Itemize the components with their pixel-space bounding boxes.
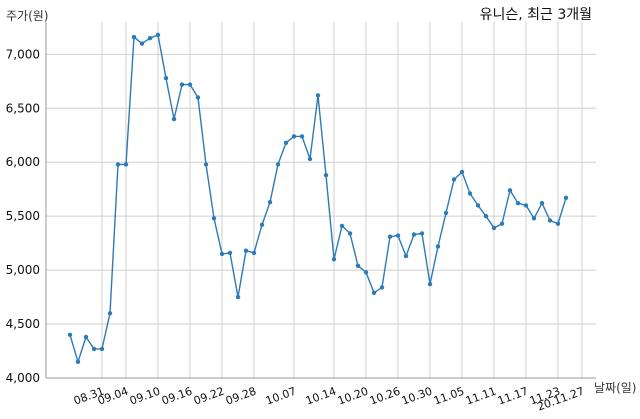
chart-title: 유니슨, 최근 3개월	[480, 7, 592, 23]
x-axis-label: 날짜(일)	[594, 381, 636, 395]
data-point	[91, 346, 97, 352]
data-point	[563, 195, 569, 200]
price-series	[67, 32, 569, 364]
x-tick-label: 09.10	[128, 385, 162, 408]
x-tick-label: 09.28	[224, 385, 258, 408]
data-point	[203, 162, 209, 167]
price-line	[69, 34, 567, 363]
data-point	[307, 156, 313, 162]
data-point	[251, 250, 257, 256]
data-point	[379, 285, 385, 290]
data-point	[435, 244, 441, 249]
data-point	[499, 221, 505, 226]
data-point	[163, 75, 169, 81]
data-point	[171, 116, 177, 122]
data-point	[507, 188, 513, 193]
data-point	[523, 203, 529, 208]
data-point	[131, 34, 137, 40]
data-point	[67, 332, 73, 337]
x-tick-label: 11.05	[432, 385, 466, 408]
y-axis-ticks: 4,000 4,500 5,000 5,500 6,000 6,500 7,000	[6, 47, 40, 385]
data-point	[195, 95, 201, 100]
y-tick-label: 6,500	[6, 101, 40, 115]
data-point	[315, 93, 321, 98]
data-point	[139, 41, 145, 46]
data-point	[547, 218, 553, 223]
x-tick-label: 10.26	[368, 385, 402, 408]
data-point	[83, 334, 89, 340]
data-point	[227, 250, 233, 256]
x-tick-label: 09.16	[160, 385, 194, 408]
data-point	[475, 203, 481, 208]
data-point	[291, 134, 297, 139]
data-point	[355, 263, 361, 268]
data-point	[339, 223, 345, 229]
data-point	[235, 294, 241, 300]
data-point	[331, 257, 337, 262]
data-point	[411, 232, 417, 237]
data-point	[539, 201, 545, 206]
data-point	[419, 231, 425, 236]
data-point	[299, 134, 305, 139]
y-tick-label: 5,500	[6, 209, 40, 223]
data-point	[483, 214, 489, 219]
data-point	[403, 253, 409, 259]
data-point	[371, 290, 377, 295]
data-point	[243, 248, 249, 253]
data-point	[219, 251, 225, 257]
data-point	[187, 82, 193, 87]
x-tick-label: 11.11	[464, 385, 498, 408]
data-point	[443, 210, 449, 216]
data-point	[363, 270, 369, 275]
x-tick-label: 10.30	[400, 385, 434, 408]
y-tick-label: 5,000	[6, 263, 40, 277]
x-tick-label: 10.07	[264, 385, 298, 408]
data-point	[427, 281, 433, 287]
data-point	[179, 82, 185, 87]
data-point	[395, 233, 401, 238]
data-point	[387, 234, 393, 239]
data-point	[451, 177, 457, 182]
data-point	[267, 200, 273, 205]
x-tick-label: 11.17	[496, 385, 530, 408]
y-tick-label: 4,500	[6, 317, 40, 331]
data-point	[275, 162, 281, 167]
data-point	[107, 311, 113, 316]
data-point	[211, 216, 217, 221]
data-point	[323, 173, 329, 178]
x-tick-label: 09.22	[192, 385, 226, 408]
data-point	[147, 36, 153, 41]
data-point	[459, 169, 465, 175]
data-point	[467, 191, 473, 196]
y-axis-label: 주가(원)	[6, 9, 48, 23]
data-point	[155, 32, 161, 38]
x-tick-label: 10.20	[336, 385, 370, 408]
x-tick-label: 10.14	[304, 385, 338, 408]
data-point	[515, 201, 521, 206]
grid-lines	[45, 22, 596, 379]
data-point	[555, 221, 561, 226]
data-point	[259, 222, 265, 227]
data-point	[347, 231, 353, 236]
data-point	[123, 162, 129, 167]
data-point	[75, 359, 81, 364]
y-tick-label: 7,000	[6, 47, 40, 61]
y-tick-label: 6,000	[6, 155, 40, 169]
data-point	[99, 346, 105, 352]
data-point	[115, 162, 121, 167]
data-point	[531, 216, 537, 221]
y-tick-label: 4,000	[6, 371, 40, 385]
data-point	[283, 140, 289, 145]
data-point	[491, 225, 497, 231]
